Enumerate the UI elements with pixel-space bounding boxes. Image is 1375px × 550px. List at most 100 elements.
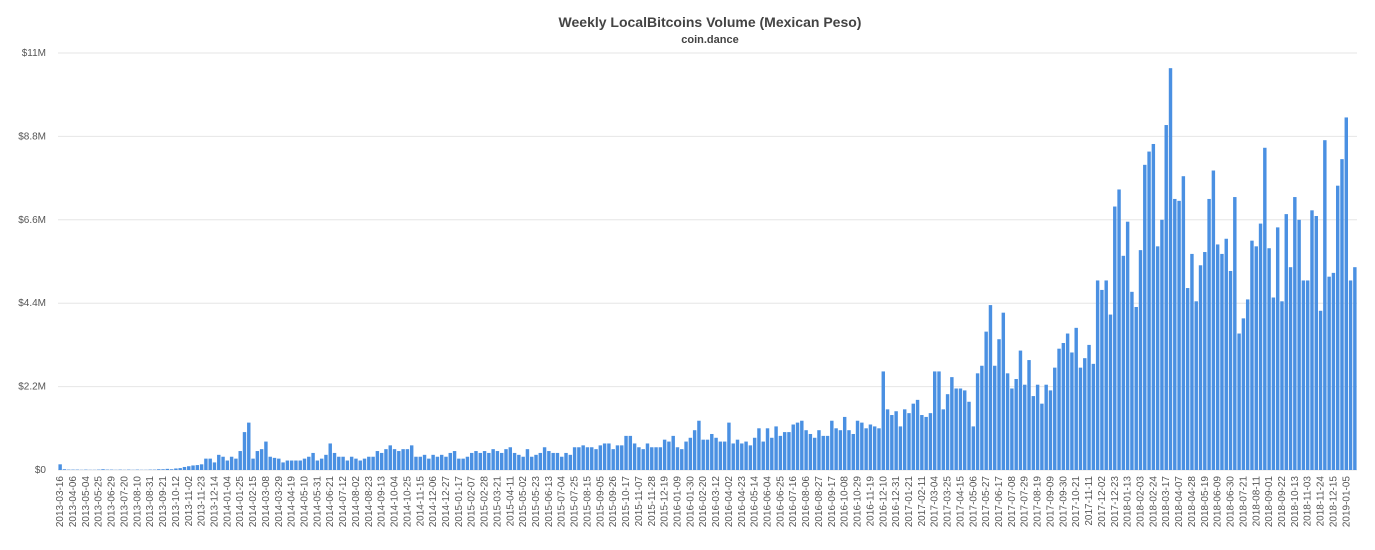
bar [1207,198,1211,470]
bar [422,454,427,470]
bar [877,428,881,470]
y-tick-label: $8.8M [18,131,46,142]
bar [161,469,165,470]
bar [1031,396,1036,470]
bar [1100,289,1104,470]
x-tick-label: 2018-06-30 [1226,476,1237,528]
bar [800,420,804,470]
bar [705,439,710,470]
bar [834,428,838,470]
x-tick-label: 2016-04-02 [724,476,735,528]
bar [598,445,603,470]
bar [1284,214,1288,470]
bar [307,456,311,470]
x-tick-label: 2018-04-28 [1187,476,1198,528]
bar [444,456,448,470]
bar [1353,267,1357,470]
x-tick-label: 2015-10-17 [621,476,632,528]
x-tick-label: 2017-12-02 [1097,476,1108,528]
bar [941,409,946,470]
bar [1245,299,1250,470]
x-tick-label: 2018-11-03 [1303,476,1314,527]
bar [384,449,388,470]
bar [898,426,903,470]
x-tick-label: 2014-01-04 [222,476,233,528]
bar [770,437,774,470]
bar [945,394,950,470]
bar [714,437,718,470]
x-tick-label: 2015-11-07 [634,476,645,527]
x-tick-label: 2017-09-30 [1058,476,1069,528]
bar [611,449,615,470]
bar [1147,151,1151,470]
x-tick-label: 2013-05-25 [94,476,105,528]
bar [692,430,697,470]
bar [572,447,577,470]
bar [1318,310,1323,470]
bar [1035,384,1040,470]
x-tick-label: 2017-06-17 [994,476,1005,528]
bar [1083,358,1087,470]
bar [560,456,564,470]
bar [199,464,204,470]
bar [1327,276,1331,470]
bar [517,454,521,470]
x-tick-label: 2017-07-29 [1020,476,1031,528]
bar [1241,318,1246,470]
bar [1130,291,1134,470]
bar [1288,267,1293,470]
x-tick-label: 2014-03-08 [261,476,272,528]
bar [478,452,482,470]
bar [337,456,341,470]
x-tick-label: 2013-08-31 [145,476,156,528]
bar [950,377,954,470]
bar [675,447,680,470]
x-tick-label: 2014-11-15 [415,476,426,527]
bar [1053,367,1057,470]
bar [765,428,770,470]
bar [457,458,461,470]
bar [225,460,230,470]
x-tick-label: 2015-09-05 [595,476,606,528]
bar [568,454,573,470]
bar [1348,280,1353,470]
x-tick-label: 2015-02-28 [480,476,491,528]
bar [1310,210,1314,470]
x-tick-label: 2013-05-04 [81,476,92,528]
bar [1194,301,1198,470]
x-tick-label: 2016-06-25 [775,476,786,528]
bar [795,422,800,470]
bar [401,449,405,470]
bar [637,447,641,470]
bar [264,441,268,470]
x-tick-label: 2014-01-25 [235,476,246,528]
bar [1314,216,1318,470]
bar [285,460,290,470]
bar [1340,159,1344,471]
x-tick-label: 2015-05-02 [518,476,529,528]
bar [1305,280,1310,470]
y-tick-label: $4.4M [18,298,46,309]
bar [174,468,178,470]
bar [791,424,795,470]
bar [525,449,530,470]
bar [988,305,993,470]
bar [980,365,984,470]
bar [251,458,255,470]
x-tick-label: 2017-03-25 [943,476,954,528]
bar [825,435,830,470]
x-tick-label: 2018-03-17 [1161,476,1172,528]
x-tick-label: 2014-07-12 [338,476,349,528]
bar [740,443,744,470]
bar [358,460,362,470]
x-tick-label: 2015-09-26 [608,476,619,528]
bar [778,435,783,470]
bar [221,456,225,470]
x-tick-label: 2018-09-22 [1277,476,1288,528]
bar [1134,306,1138,470]
bar [58,464,62,470]
bar [671,435,675,470]
bar [435,456,440,470]
bar [1048,390,1053,470]
